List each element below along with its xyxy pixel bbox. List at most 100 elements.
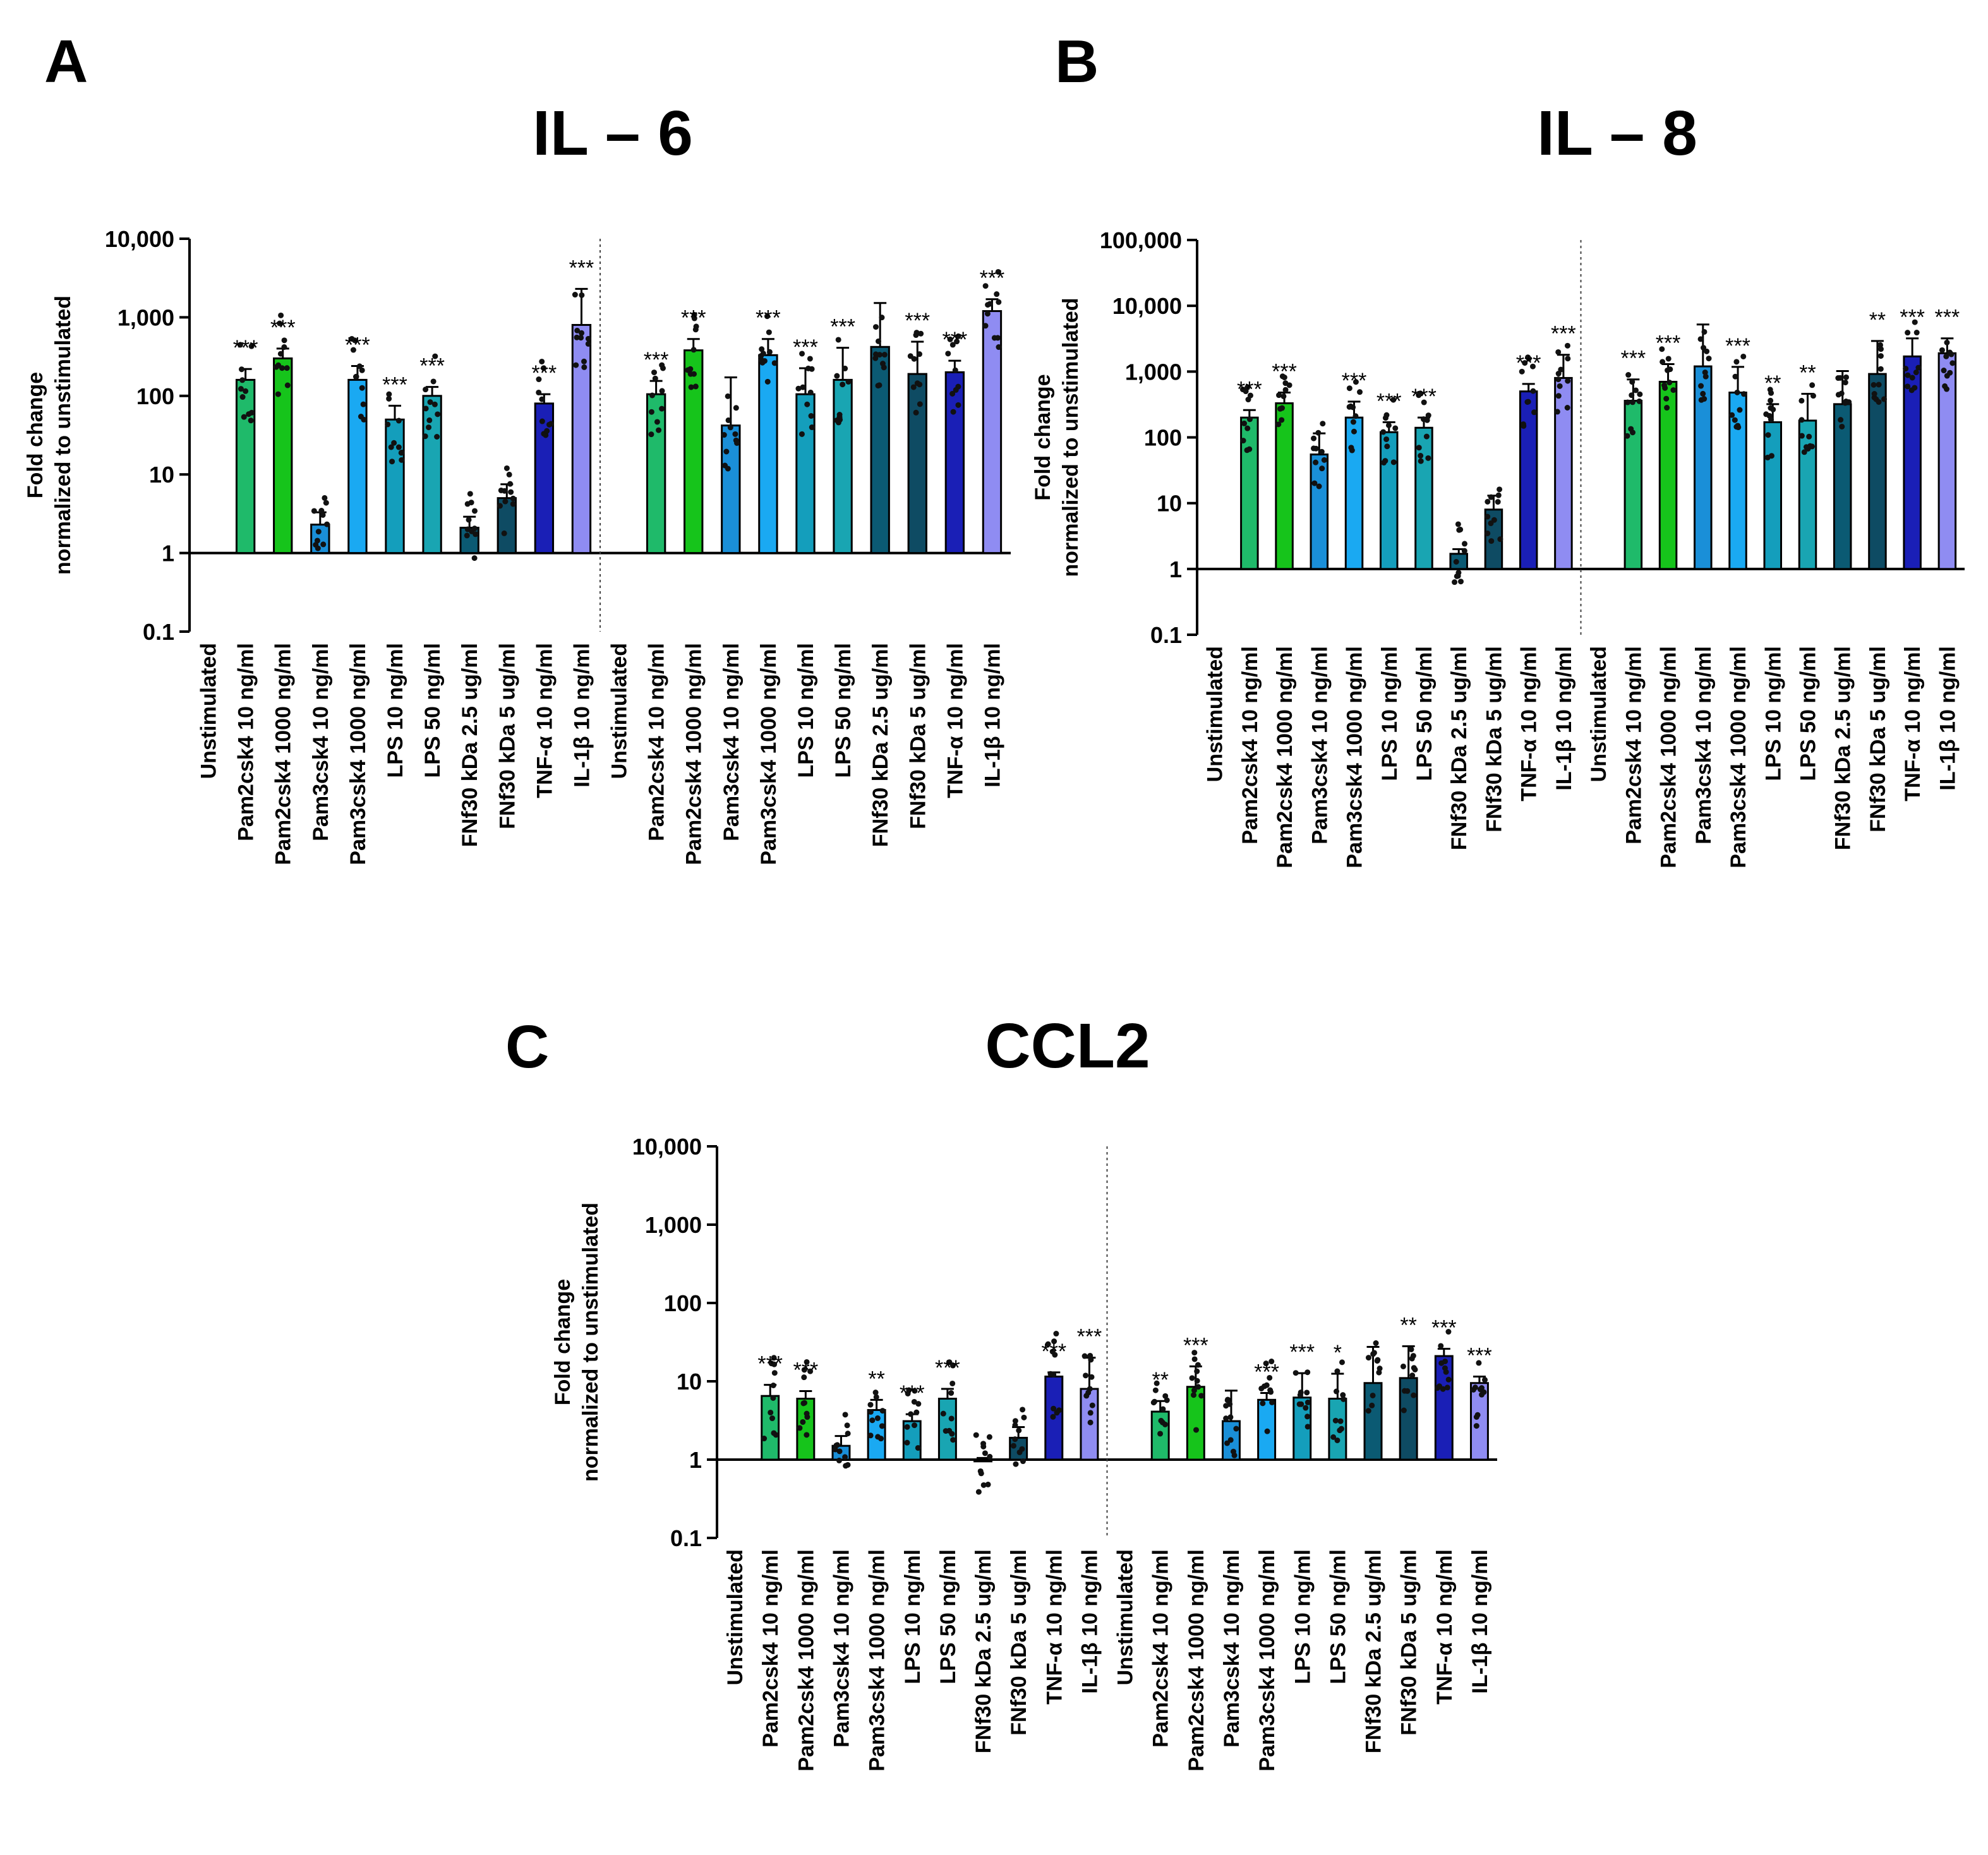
data-point (539, 358, 545, 364)
data-point (1473, 1423, 1479, 1429)
data-point (273, 364, 279, 370)
data-point (1763, 411, 1769, 417)
data-point (506, 471, 512, 477)
bar (1903, 355, 1922, 570)
data-point (471, 555, 478, 561)
data-point (693, 323, 699, 330)
chart-title: IL – 8 (1537, 98, 1697, 169)
data-point (1495, 499, 1501, 505)
data-point (578, 335, 584, 341)
significance-label: *** (830, 315, 855, 339)
y-tick-label: 1,000 (645, 1212, 702, 1238)
data-point (799, 351, 805, 357)
data-point (940, 1410, 946, 1417)
data-point (1949, 360, 1956, 366)
significance-label: *** (1272, 360, 1297, 384)
data-point (945, 351, 951, 357)
data-point (1191, 1387, 1197, 1393)
data-point (727, 424, 733, 431)
data-point (464, 532, 470, 539)
data-point (349, 335, 355, 342)
data-point (360, 401, 366, 407)
x-tick-label: Pam3csk4 10 ng/ml (1220, 1549, 1244, 1748)
data-point (1310, 445, 1316, 452)
bar (1275, 402, 1294, 570)
data-point (656, 427, 662, 433)
data-point (809, 424, 815, 431)
data-point (1438, 1343, 1444, 1349)
data-point (800, 1419, 806, 1425)
data-point (503, 465, 510, 471)
data-point (691, 371, 697, 377)
data-point (1476, 1360, 1482, 1366)
significance-label: *** (233, 336, 258, 360)
significance-label: *** (900, 1381, 925, 1405)
data-point (1701, 345, 1707, 351)
x-tick-label: Pam2csk4 10 ng/ml (1622, 646, 1646, 844)
data-point (395, 444, 402, 450)
data-point (807, 356, 813, 362)
x-tick-label: Pam2csk4 10 ng/ml (759, 1549, 783, 1748)
data-point (464, 501, 471, 507)
data-point (1565, 356, 1571, 362)
x-tick-label: Pam2csk4 10 ng/ml (645, 643, 669, 841)
significance-label: *** (270, 316, 296, 340)
x-tick-label: Unstimulated (197, 643, 221, 779)
x-tick-label: TNF-α 10 ng/ml (1901, 646, 1925, 801)
x-tick-label: FNf30 kDa 5 ug/ml (1866, 646, 1890, 832)
data-point (539, 396, 545, 402)
data-point (733, 405, 739, 411)
data-point (1365, 1355, 1371, 1361)
data-point (1194, 1378, 1200, 1384)
data-point (541, 365, 547, 371)
data-point (1941, 368, 1947, 374)
data-point (1700, 390, 1706, 397)
data-point (648, 409, 654, 415)
data-point (996, 344, 1002, 351)
data-point (1263, 1382, 1270, 1388)
x-tick-label: LPS 10 ng/ml (794, 643, 818, 778)
data-point (659, 405, 665, 412)
data-point (1737, 407, 1743, 413)
y-axis-label: Fold change normalized to unstimulated (1031, 297, 1083, 577)
data-point (1423, 433, 1430, 440)
x-tick-label: Pam3csk4 1000 ng/ml (865, 1549, 889, 1772)
data-point (843, 1463, 849, 1469)
bar (1728, 392, 1747, 570)
y-axis-label-line: Fold change (551, 1279, 575, 1405)
data-point (498, 487, 504, 493)
data-point (1565, 378, 1571, 384)
data-point (1313, 459, 1319, 465)
data-point (471, 508, 478, 514)
data-point (1233, 1426, 1239, 1432)
data-point (1260, 1400, 1266, 1407)
data-point (1701, 396, 1708, 402)
data-point (950, 409, 956, 415)
data-point (1194, 1368, 1200, 1374)
data-point (1632, 387, 1639, 393)
data-point (1276, 392, 1282, 399)
data-point (284, 365, 290, 371)
data-point (1408, 1346, 1414, 1352)
data-point (1157, 1431, 1164, 1437)
x-tick-label: LPS 50 ng/ml (1796, 646, 1820, 781)
data-point (1871, 391, 1877, 397)
data-point (1416, 445, 1422, 451)
x-tick-label: FNf30 kDa 5 ug/ml (495, 643, 519, 829)
data-point (1357, 389, 1363, 395)
data-point (917, 351, 923, 357)
significance-label: *** (681, 306, 706, 330)
data-point (1557, 383, 1563, 389)
data-point (243, 388, 249, 394)
data-point (1246, 416, 1253, 423)
data-point (759, 357, 765, 363)
data-point (1010, 1443, 1016, 1449)
data-point (761, 1436, 768, 1442)
significance-label: *** (1237, 377, 1262, 401)
data-point (248, 417, 254, 424)
significance-label: ** (868, 1367, 884, 1391)
data-point (248, 343, 255, 349)
x-tick-label: Pam2csk4 1000 ng/ml (1657, 646, 1681, 868)
data-point (1346, 385, 1352, 392)
data-point (1768, 390, 1774, 396)
